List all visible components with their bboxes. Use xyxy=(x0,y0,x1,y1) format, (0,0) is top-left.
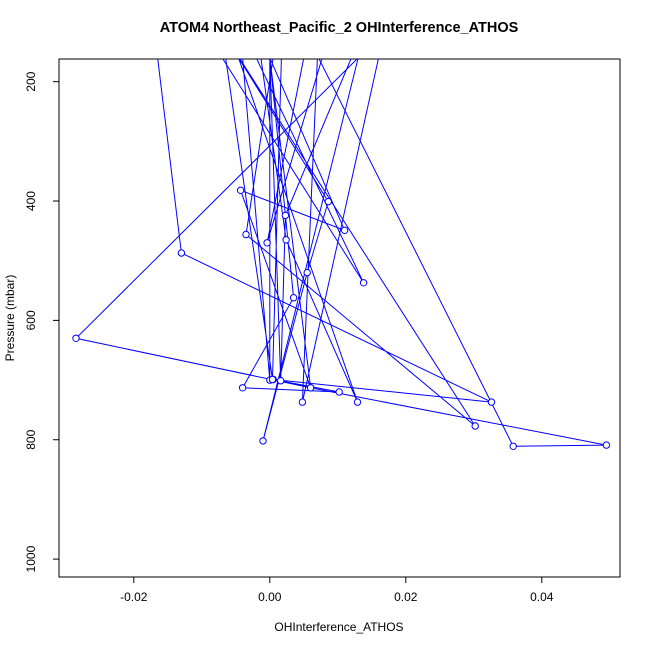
data-point xyxy=(277,377,285,385)
data-point xyxy=(303,268,311,277)
data-point xyxy=(242,230,250,239)
data-point xyxy=(471,422,479,430)
y-tick-label: 400 xyxy=(24,191,38,211)
data-point xyxy=(238,384,247,392)
data-point xyxy=(359,279,368,287)
series-layer xyxy=(72,59,611,450)
data-point xyxy=(281,211,290,220)
data-point xyxy=(487,398,496,406)
data-point xyxy=(298,398,307,406)
data-point xyxy=(324,197,332,206)
x-tick-label: 0.02 xyxy=(394,590,418,604)
data-point xyxy=(263,239,271,247)
series-line xyxy=(74,59,607,447)
data-point xyxy=(306,384,315,392)
chart-title: ATOM4 Northeast_Pacific_2 OHInterference… xyxy=(159,20,519,36)
data-point xyxy=(509,442,517,450)
y-tick-label: 800 xyxy=(24,429,38,449)
y-axis: 200 400 600 800 1000 xyxy=(24,71,60,572)
data-point xyxy=(340,226,349,235)
y-tick-label: 200 xyxy=(24,71,38,91)
data-point xyxy=(335,388,343,396)
plot-frame xyxy=(58,58,621,578)
y-tick-label: 600 xyxy=(24,310,38,330)
data-point xyxy=(353,398,362,406)
data-point xyxy=(72,334,80,342)
data-point xyxy=(282,236,290,244)
x-axis-label: OHInterference_ATHOS xyxy=(274,620,404,634)
x-axis: -0.02 0.00 0.02 0.04 xyxy=(120,576,554,604)
x-tick-label: -0.02 xyxy=(120,590,148,604)
data-point xyxy=(268,375,277,384)
data-point xyxy=(177,249,186,257)
data-point xyxy=(259,437,267,445)
data-point xyxy=(289,294,298,302)
y-tick-label: 1000 xyxy=(24,545,38,572)
x-tick-label: 0.04 xyxy=(530,590,554,604)
x-tick-label: 0.00 xyxy=(258,590,282,604)
data-point xyxy=(602,441,611,449)
data-point xyxy=(236,186,245,195)
